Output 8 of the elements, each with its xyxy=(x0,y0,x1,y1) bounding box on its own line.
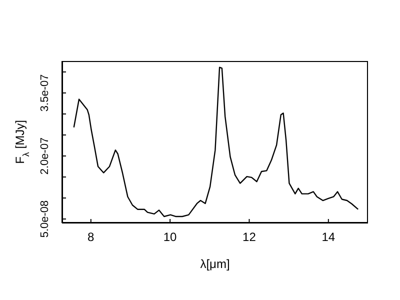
y-tick-label: 5.0e-08 xyxy=(39,200,51,238)
y-tick-label: 2.0e-07 xyxy=(39,137,51,175)
x-tick-label: 14 xyxy=(322,230,336,244)
x-axis-title: λ[μm] xyxy=(200,257,230,271)
x-tick-label: 10 xyxy=(163,230,178,244)
x-tick-label: 12 xyxy=(242,230,256,244)
x-tick-label: 8 xyxy=(88,230,95,244)
y-tick-label: 3.5e-07 xyxy=(39,74,51,112)
